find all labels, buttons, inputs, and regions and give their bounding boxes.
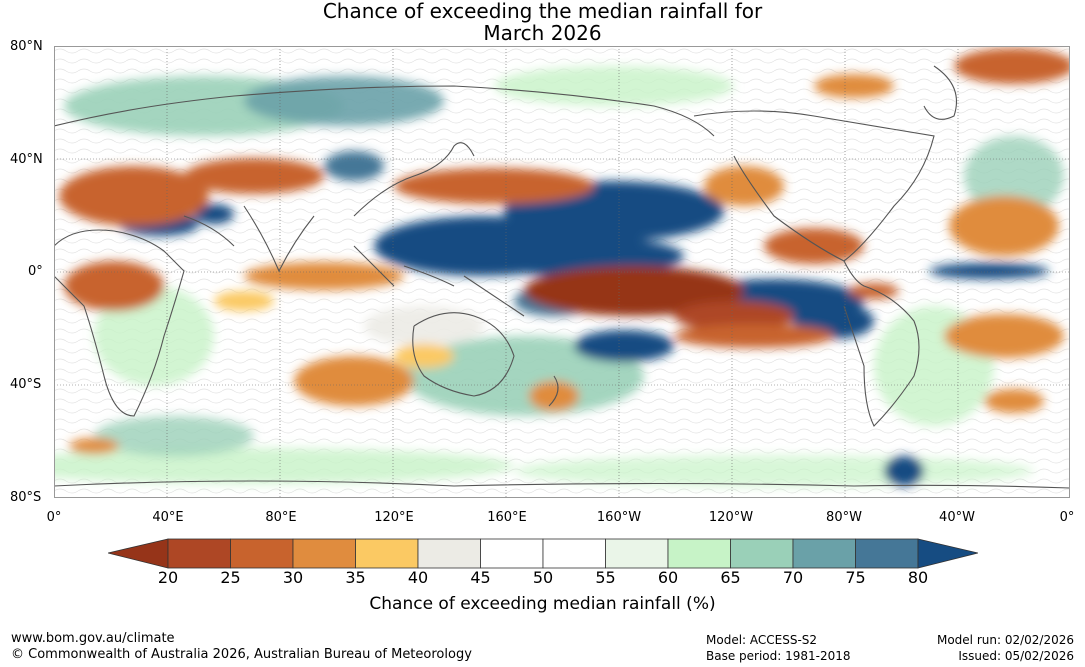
colorbar-cell <box>230 538 294 569</box>
lon-label-80w: 80°W <box>826 510 862 525</box>
colorbar-tick-label: 35 <box>345 568 366 587</box>
lon-label-160e: 160°E <box>487 510 527 525</box>
colorbar-tick-label: 25 <box>220 568 241 587</box>
colorbar-cell <box>480 538 544 569</box>
colorbar-title: Chance of exceeding median rainfall (%) <box>369 594 716 614</box>
footer-model: Model: ACCESS-S2 <box>706 633 818 647</box>
colorbar-cell <box>355 538 419 569</box>
map-svg <box>0 46 1074 498</box>
lat-label-80s: 80°S <box>10 490 42 505</box>
colorbar-cell <box>667 538 731 569</box>
lon-label-80e: 80°E <box>265 510 297 525</box>
colorbar-tick-label: 50 <box>532 568 554 587</box>
colorbar-cell <box>730 538 794 569</box>
colorbar-svg <box>107 538 979 569</box>
colorbar-tick-label: 55 <box>595 568 616 587</box>
lon-label-120w: 120°W <box>708 510 754 525</box>
anomaly-fields <box>0 48 1074 487</box>
colorbar-high-arrow <box>917 538 979 569</box>
colorbar-cell <box>542 538 606 569</box>
colorbar-tick-label: 30 <box>282 568 304 587</box>
colorbar-tick-label: 60 <box>657 568 679 587</box>
footer-website: www.bom.gov.au/climate <box>11 631 175 646</box>
colorbar-cell <box>792 538 856 569</box>
coastlines <box>53 65 1071 489</box>
lat-label-equator: 0° <box>28 264 43 279</box>
colorbar-tick-label: 45 <box>470 568 491 587</box>
lat-label-40s: 40°S <box>10 377 42 392</box>
footer-issued: Issued: 05/02/2026 <box>958 649 1074 663</box>
colorbar-tick-label: 80 <box>907 568 929 587</box>
colorbar-cell <box>167 538 231 569</box>
colorbar-cell <box>417 538 481 569</box>
map-title-line-1: Chance of exceeding the median rainfall … <box>322 0 763 23</box>
colorbar-tick-label: 20 <box>157 568 179 587</box>
footer-copyright: © Commonwealth of Australia 2026, Austra… <box>11 647 472 662</box>
colorbar-low-arrow <box>107 538 169 569</box>
colorbar-tick-label: 75 <box>845 568 866 587</box>
colorbar-cell <box>292 538 356 569</box>
lon-label-40w: 40°W <box>939 510 975 525</box>
footer-base-period: Base period: 1981-2018 <box>706 649 851 663</box>
colorbar-cell <box>855 538 919 569</box>
lat-label-80n: 80°N <box>10 39 43 54</box>
lon-label-0-right: 0° <box>1059 510 1075 525</box>
map-title-line-2: March 2026 <box>483 21 602 45</box>
graticule <box>54 46 1070 498</box>
colorbar-tick-label: 70 <box>782 568 804 587</box>
footer-model-run: Model run: 02/02/2026 <box>936 633 1074 647</box>
colorbar-tick-label: 40 <box>407 568 429 587</box>
lon-label-40e: 40°E <box>152 510 184 525</box>
colorbar <box>107 538 979 570</box>
colorbar-cell <box>605 538 669 569</box>
lon-label-160w: 160°W <box>596 510 642 525</box>
lat-label-40n: 40°N <box>10 152 43 167</box>
colorbar-tick-label: 65 <box>720 568 741 587</box>
rainfall-probability-map <box>0 46 1074 498</box>
lon-label-120e: 120°E <box>374 510 414 525</box>
lon-label-0-left: 0° <box>46 510 62 525</box>
